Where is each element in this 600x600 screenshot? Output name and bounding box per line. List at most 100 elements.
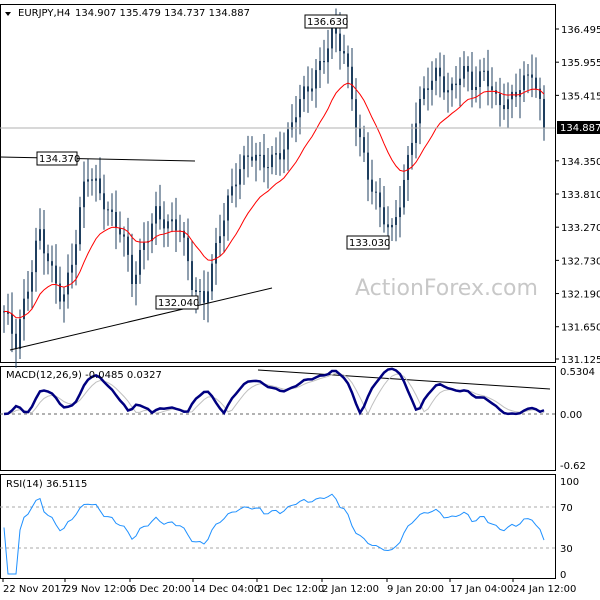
- candle-body: [243, 155, 245, 170]
- candle-body: [287, 129, 289, 150]
- macd-main-line: [3, 367, 545, 416]
- collapse-triangle-icon[interactable]: [5, 12, 11, 16]
- candle-body: [87, 179, 89, 182]
- candle-body: [395, 217, 397, 225]
- candle-body: [43, 229, 45, 254]
- candle-body: [207, 291, 209, 303]
- candle-body: [123, 234, 125, 237]
- candle-body: [411, 142, 413, 155]
- candle-body: [143, 242, 145, 250]
- candle-body: [415, 123, 417, 143]
- price-tick-label: 133.810: [561, 190, 600, 201]
- candle-body: [315, 70, 317, 89]
- candle-body: [511, 91, 513, 100]
- candle-body: [539, 88, 541, 99]
- candle-body: [335, 24, 337, 34]
- candle-body: [475, 86, 477, 91]
- price-tick-label: 131.650: [561, 323, 600, 334]
- macd-tick: 0.5304: [560, 367, 595, 378]
- price-tick-label: 132.190: [561, 290, 600, 301]
- candle-body: [367, 152, 369, 180]
- candle-body: [127, 236, 129, 255]
- candle-body: [499, 93, 501, 106]
- candle-body: [311, 88, 313, 92]
- macd-label: MACD(12,26,9) -0.0485 0.0327: [6, 370, 162, 381]
- candle-body: [455, 83, 457, 86]
- annotation-136630: 136.630: [304, 14, 348, 29]
- candle-body: [7, 311, 9, 314]
- time-tick-label: 21 Dec 12:00: [257, 584, 324, 595]
- candle-body: [519, 90, 521, 97]
- candle-body: [175, 219, 177, 231]
- candle-body: [39, 229, 41, 241]
- price-axis: 136.495 135.955 135.415 134.350 133.810 133.2…: [555, 25, 600, 366]
- candle-body: [531, 74, 533, 78]
- candle-body: [323, 60, 325, 63]
- candle-body: [187, 237, 189, 262]
- candle-body: [279, 153, 281, 160]
- candle-body: [439, 67, 441, 77]
- candle-body: [267, 167, 269, 169]
- candle-body: [195, 290, 197, 292]
- candle-body: [431, 80, 433, 90]
- candle-body: [75, 244, 77, 265]
- time-tick-label: 14 Dec 04:00: [193, 584, 260, 595]
- candle-body: [347, 53, 349, 67]
- rsi-line: [3, 493, 545, 575]
- candle-body: [459, 78, 461, 86]
- watermark: ActionForex.com: [355, 276, 538, 301]
- annotation-133030: 133.030: [346, 235, 390, 250]
- candle-body: [107, 209, 109, 211]
- macd-tick: -0.62: [560, 461, 586, 472]
- candle-body: [271, 154, 273, 168]
- main-panel-frame: [0, 4, 556, 363]
- candle-body: [71, 264, 73, 273]
- candle-body: [55, 265, 57, 284]
- candle-body: [115, 211, 117, 228]
- candle-body: [199, 291, 201, 293]
- candle-body: [95, 178, 97, 181]
- candle-body: [391, 224, 393, 228]
- candle-body: [119, 227, 121, 235]
- candle-body: [443, 76, 445, 93]
- time-tick-label: 6 Dec 20:00: [130, 584, 191, 595]
- candle-body: [327, 48, 329, 63]
- candle-body: [247, 155, 249, 157]
- rsi-tick: 0: [560, 570, 566, 581]
- candle-body: [235, 184, 237, 187]
- candle-body: [31, 272, 33, 292]
- candle-body: [451, 83, 453, 91]
- candle-body: [219, 236, 221, 244]
- candle-body: [303, 86, 305, 100]
- candle-body: [11, 313, 13, 334]
- symbol-header: EURJPY,H4: [18, 8, 71, 19]
- candle-body: [379, 192, 381, 208]
- time-tick-label: 29 Nov 12:00: [65, 584, 132, 595]
- candle-body: [83, 181, 85, 208]
- candle-body: [227, 195, 229, 221]
- candle-body: [387, 224, 389, 228]
- candle-body: [507, 99, 509, 110]
- candle-body: [283, 149, 285, 160]
- candle-body: [307, 86, 309, 92]
- candle-body: [27, 291, 29, 299]
- candle-body: [15, 333, 17, 349]
- candle-body: [131, 254, 133, 284]
- candle-body: [275, 153, 277, 155]
- candle-body: [63, 294, 65, 302]
- candle-body: [423, 88, 425, 99]
- candle-body: [523, 75, 525, 91]
- candle-body: [299, 99, 301, 118]
- candle-body: [355, 99, 357, 129]
- candle-body: [23, 298, 25, 320]
- candle-body: [203, 291, 205, 303]
- candle-body: [543, 98, 545, 128]
- candle-body: [211, 263, 213, 292]
- candle-body: [483, 70, 485, 72]
- candle-body: [491, 86, 493, 91]
- candle-body: [527, 74, 529, 76]
- candle-body: [163, 219, 165, 229]
- time-tick-label: 9 Jan 20:00: [387, 584, 444, 595]
